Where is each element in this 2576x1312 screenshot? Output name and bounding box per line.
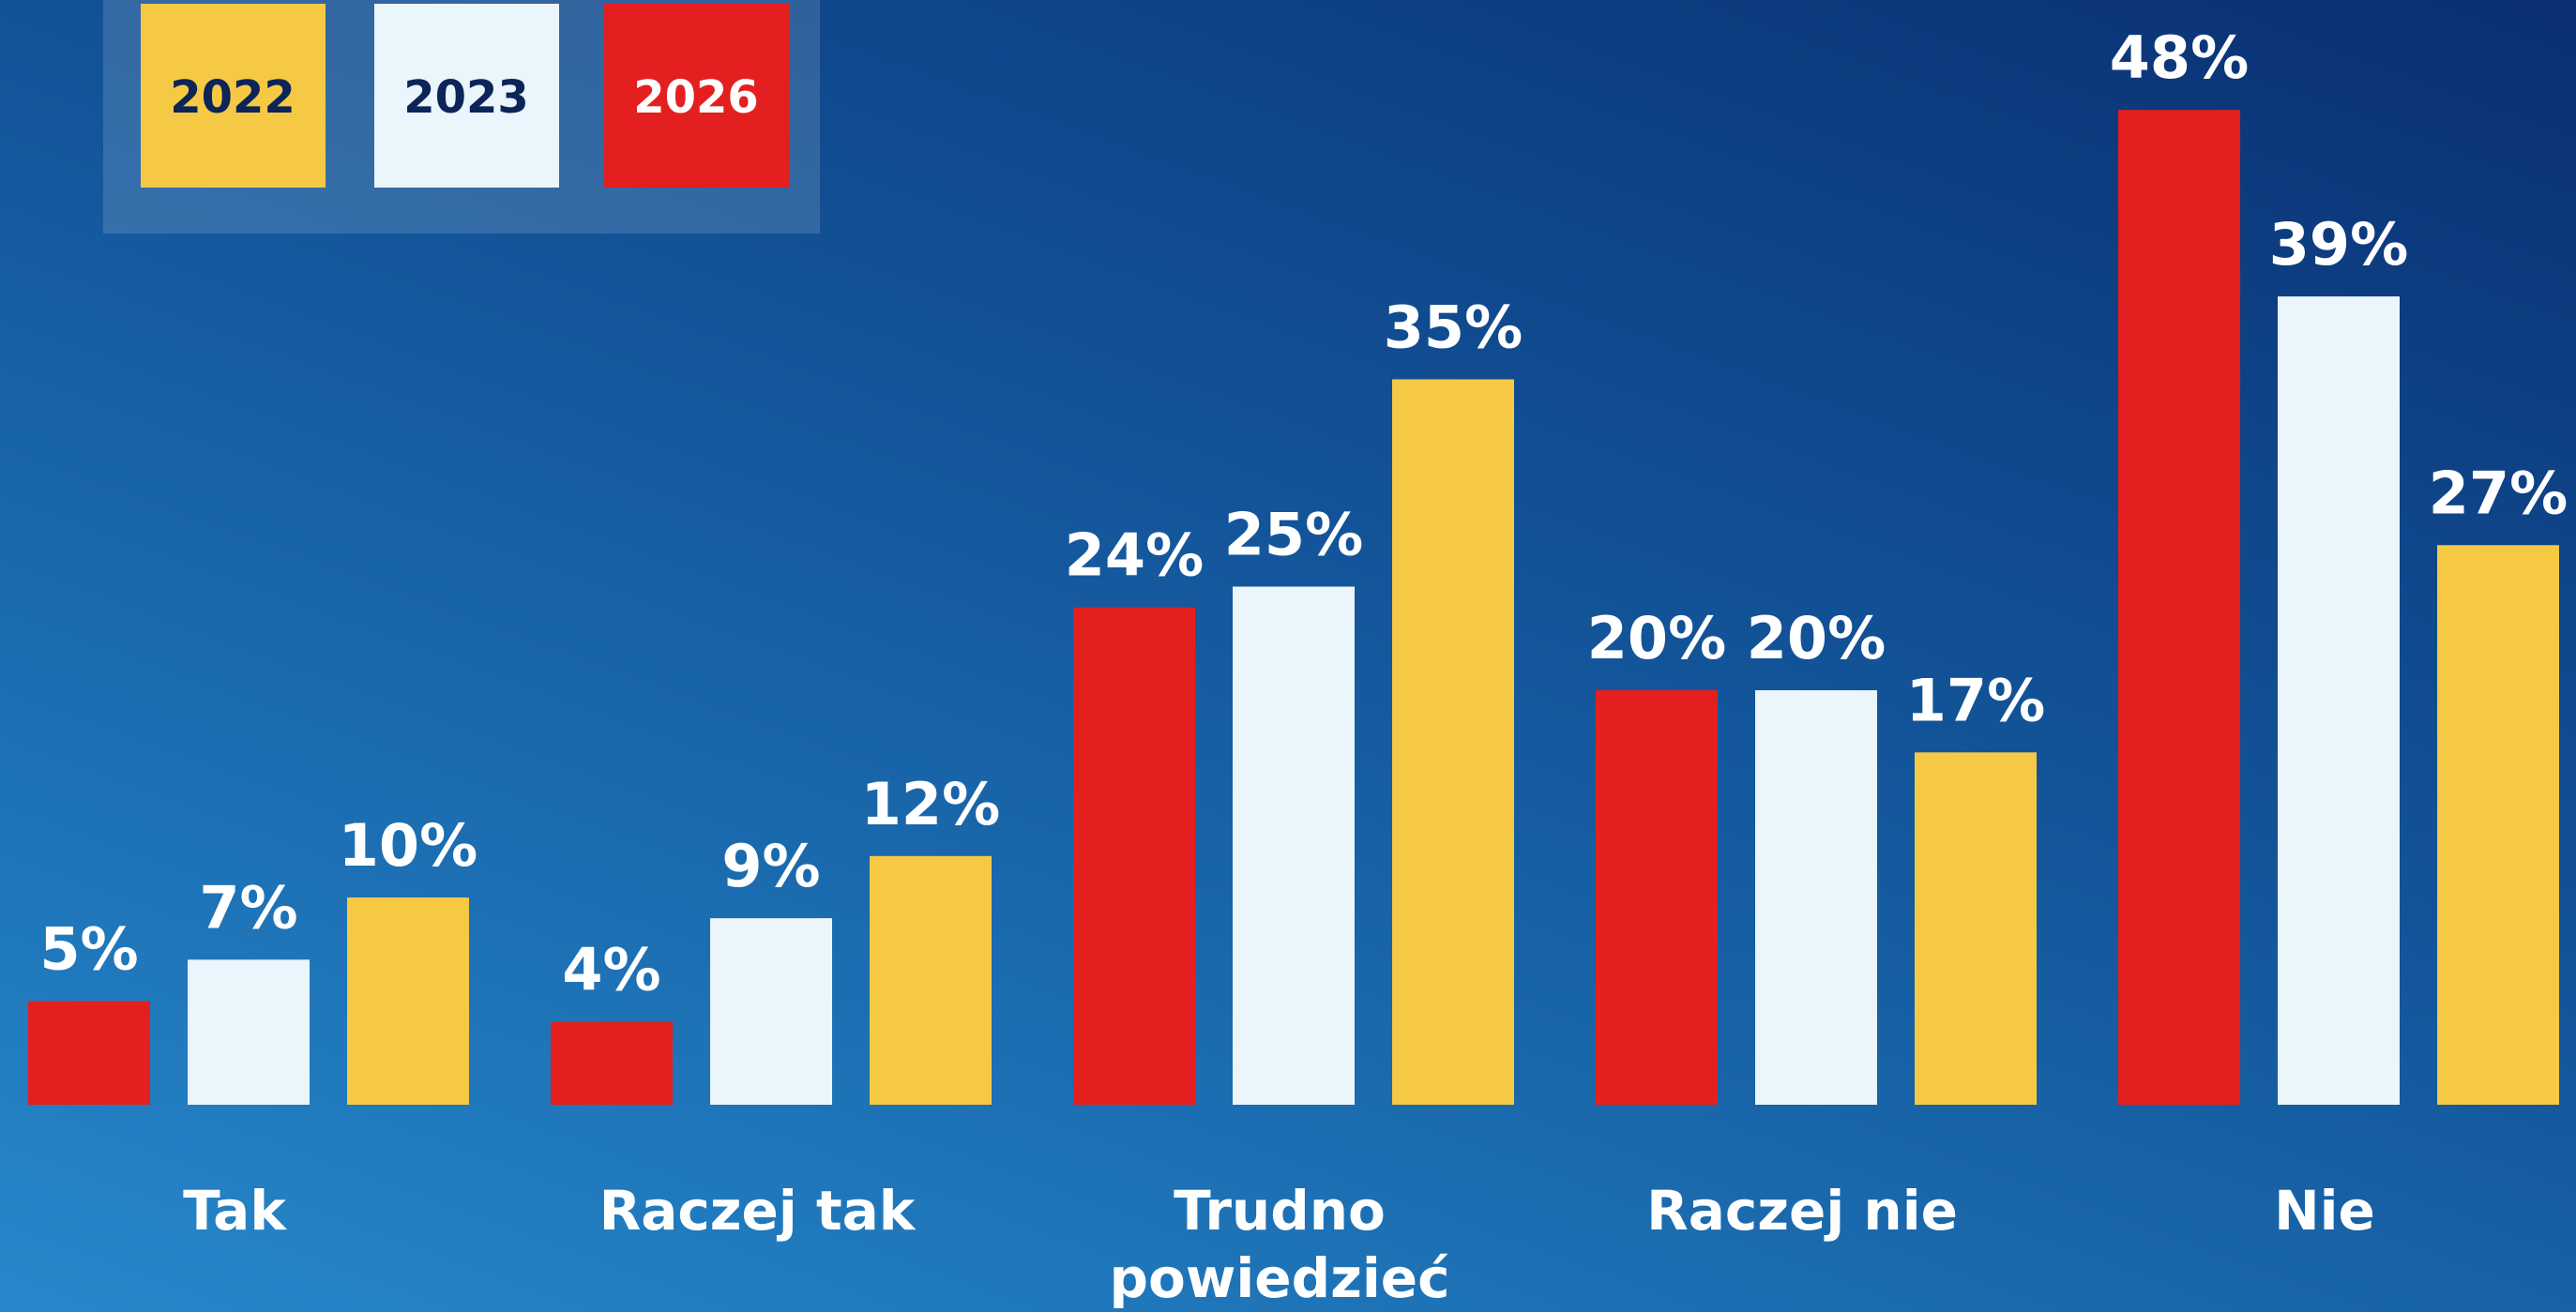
value-label: 4% xyxy=(562,936,660,1004)
value-label: 24% xyxy=(1065,521,1204,590)
bar xyxy=(1915,752,2037,1105)
value-label: 12% xyxy=(861,770,1000,838)
value-label: 35% xyxy=(1384,294,1523,362)
legend-swatch xyxy=(374,4,559,188)
legend-swatch xyxy=(141,4,326,188)
value-label: 48% xyxy=(2110,23,2249,92)
bar xyxy=(710,918,832,1105)
x-tick-label: Tak xyxy=(183,1179,286,1243)
bar xyxy=(2437,545,2559,1105)
bar xyxy=(2278,296,2400,1106)
x-tick-label: Nie xyxy=(2274,1179,2375,1243)
value-label: 10% xyxy=(339,811,477,880)
value-label: 20% xyxy=(1747,604,1886,672)
value-label: 17% xyxy=(1906,666,2045,734)
bar xyxy=(1233,586,1355,1105)
value-label: 9% xyxy=(721,832,820,900)
legend-label: 2022 xyxy=(170,71,295,124)
legend-label: 2023 xyxy=(403,71,529,124)
x-tick-label: Raczej tak xyxy=(599,1179,916,1243)
bar xyxy=(347,897,469,1105)
value-label: 7% xyxy=(199,873,297,942)
legend-swatch xyxy=(604,4,789,188)
bar xyxy=(1392,379,1514,1105)
value-label: 25% xyxy=(1224,501,1363,569)
bar xyxy=(870,855,992,1105)
bar xyxy=(28,1001,150,1105)
x-tick-label: Raczej nie xyxy=(1646,1179,1958,1243)
bar xyxy=(1596,690,1718,1105)
bar xyxy=(551,1021,673,1105)
x-tick-label: Trudno powiedzieć xyxy=(1109,1179,1450,1310)
value-label: 5% xyxy=(39,915,138,984)
value-label: 39% xyxy=(2269,210,2408,279)
legend-label: 2026 xyxy=(633,71,759,124)
bar xyxy=(1073,607,1195,1105)
bar xyxy=(2118,110,2240,1106)
bar xyxy=(1755,690,1877,1105)
value-label: 20% xyxy=(1587,604,1726,672)
value-label: 27% xyxy=(2429,459,2568,527)
bar xyxy=(188,959,310,1105)
